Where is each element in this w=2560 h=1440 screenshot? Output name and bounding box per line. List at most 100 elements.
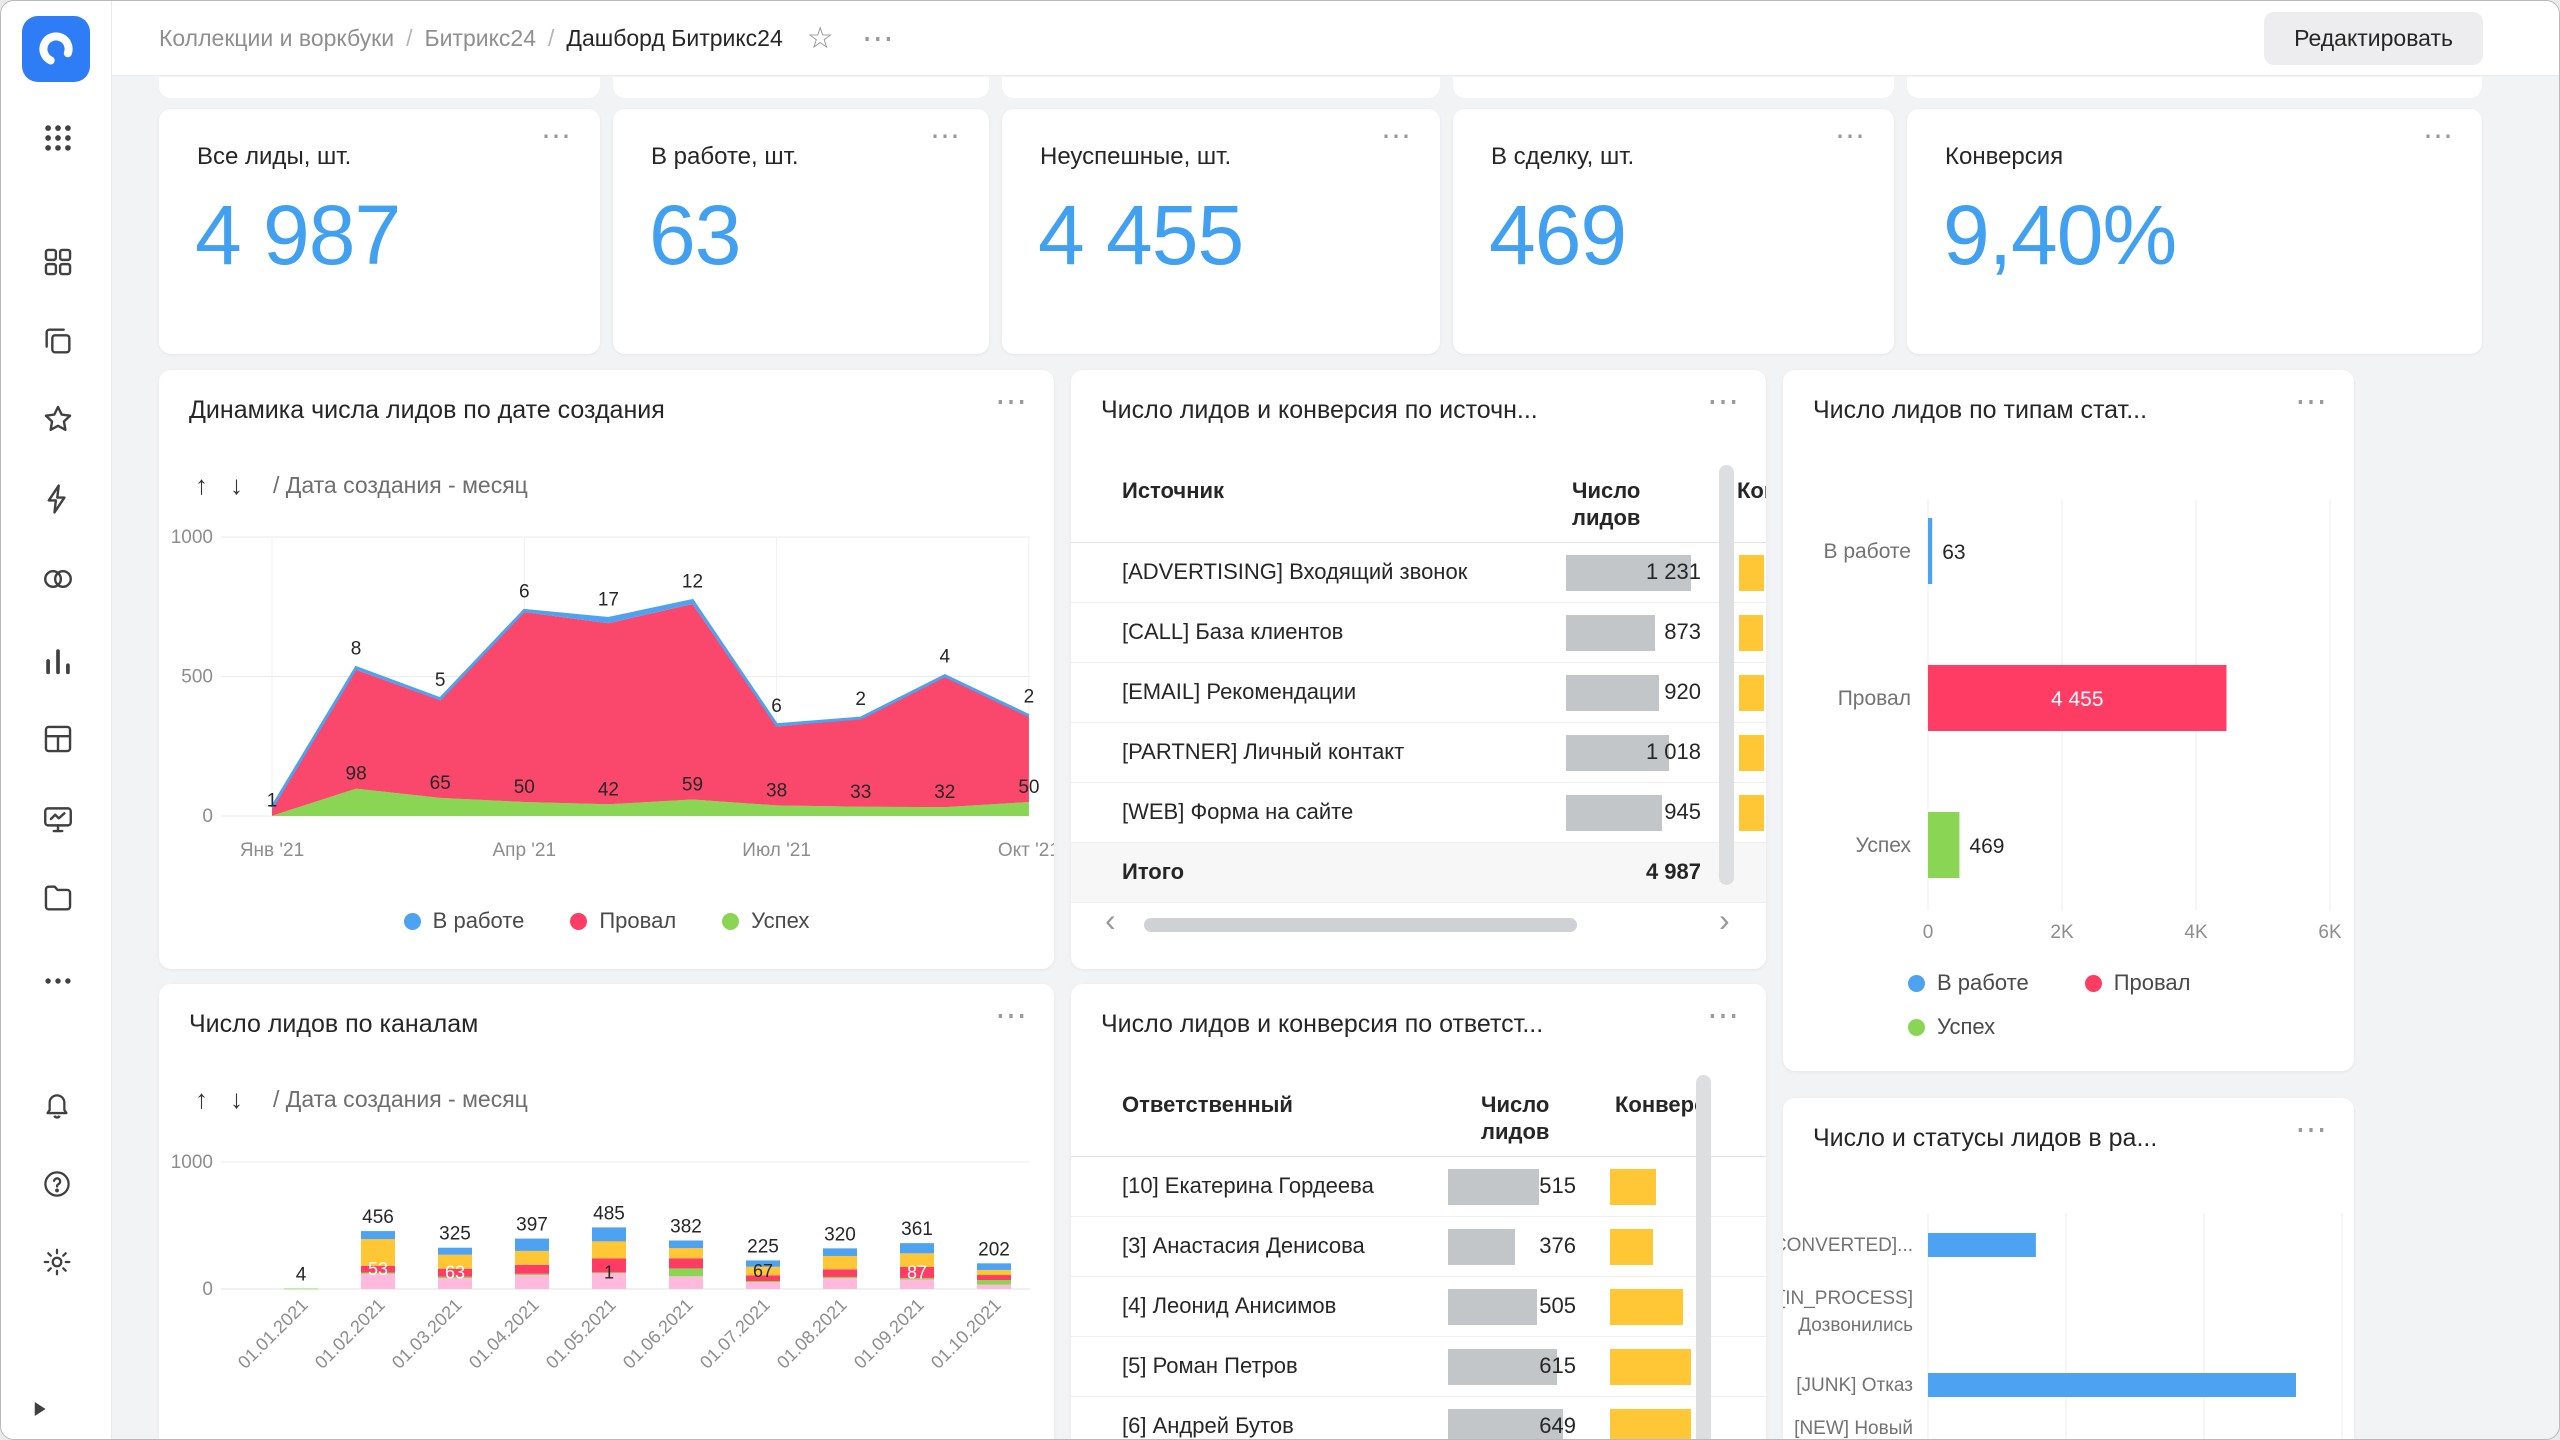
column-header[interactable]: Число лидов [1572,477,1692,531]
bar-segment [515,1251,549,1265]
edit-button[interactable]: Редактировать [2264,12,2483,65]
table-row[interactable]: [EMAIL] Рекомендации920 [1071,663,1766,723]
column-header[interactable]: Ответственный [1122,1091,1442,1118]
legend-item[interactable]: Успех [1908,1014,1995,1040]
kpi-value: 9,40% [1943,187,2176,284]
vertical-scrollbar[interactable] [1719,465,1734,885]
svg-text:01.05.2021: 01.05.2021 [542,1295,620,1373]
more-icon[interactable] [41,964,75,998]
bar-segment [515,1275,549,1289]
vertical-scrollbar[interactable] [1696,1075,1711,1440]
charts-icon[interactable] [41,644,75,678]
favorites-icon[interactable] [41,402,75,436]
status-types-bar-chart[interactable]: 02K4K6KВ работе63Провал4 455Успех469 [1783,370,2354,960]
table-row[interactable]: [4] Леонид Анисимов505 [1071,1277,1766,1337]
svg-text:01.08.2021: 01.08.2021 [773,1295,851,1373]
collections-icon[interactable] [41,245,75,279]
notifications-icon[interactable] [41,1088,75,1122]
svg-text:1000: 1000 [171,527,213,548]
bar-segment [823,1277,857,1278]
apps-grid-icon[interactable] [41,121,75,155]
workbooks-icon[interactable] [41,324,75,358]
svg-text:12: 12 [682,572,703,593]
svg-text:4 455: 4 455 [2051,688,2104,711]
responsible-table: Ответственный Число лидов Конверсия [10] Ек… [1071,1079,1766,1440]
bar-segment [669,1258,703,1268]
table-row[interactable]: [PARTNER] Личный контакт1 018 [1071,723,1766,783]
panel-menu-button[interactable]: ⋯ [1707,996,1742,1034]
chart-legend: В работе Провал Успех [159,908,1054,934]
kpi-value: 469 [1489,187,1626,284]
datalens-logo[interactable] [22,16,90,82]
table-row[interactable]: [5] Роман Петров615 [1071,1337,1766,1397]
table-row[interactable]: [WEB] Форма на сайте945 [1071,783,1766,843]
svg-text:8: 8 [351,639,362,660]
settings-icon[interactable] [41,1246,75,1280]
dashboards-icon[interactable] [41,722,75,756]
table-row[interactable]: [10] Екатерина Гордеева 515 [1071,1157,1766,1217]
panel-leads-channels: Число лидов по каналам ⋯ ↑ ↓ / Дата созд… [159,984,1054,1440]
column-header[interactable]: Конверсия [1615,1091,1703,1118]
row-label: [10] Екатерина Гордеева [1122,1173,1432,1199]
kpi-title: Конверсия [1945,143,2063,171]
favorite-star-icon[interactable]: ☆ [807,21,834,56]
previous-row-card-remnant [1453,77,1894,98]
panel-menu-button[interactable]: ⋯ [1707,382,1742,420]
legend-item[interactable]: Провал [2085,970,2191,996]
horizontal-scrollbar[interactable] [1144,918,1577,932]
header-menu-button[interactable]: ⋯ [862,19,897,57]
svg-text:[IN_PROCESS]: [IN_PROCESS] [1783,1288,1913,1309]
files-icon[interactable] [41,881,75,915]
conversion-bar [1739,795,1764,831]
legend-item[interactable]: В работе [404,908,525,934]
table-row[interactable]: [3] Анастасия Денисова376 [1071,1217,1766,1277]
kpi-menu-button[interactable]: ⋯ [1381,119,1414,154]
breadcrumb-workbook[interactable]: Битрикс24 [424,25,536,52]
legend-item[interactable]: Провал [570,908,676,934]
expand-sidebar-icon[interactable] [25,1396,59,1430]
table-row[interactable]: Итого4 987 [1071,843,1766,903]
bar-segment [592,1227,626,1241]
table-row[interactable]: [ADVERTISING] Входящий звонок1 231 [1071,543,1766,603]
row-label: [WEB] Форма на сайте [1122,799,1552,825]
svg-text:[NEW] Новый: [NEW] Новый [1794,1418,1913,1439]
leads-value: 615 [1448,1353,1576,1379]
kpi-menu-button[interactable]: ⋯ [930,119,963,154]
conversion-bar [1739,735,1764,771]
svg-text:485: 485 [593,1203,625,1224]
help-icon[interactable] [41,1168,75,1202]
leads-value: 515 [1448,1173,1576,1199]
kpi-menu-button[interactable]: ⋯ [1835,119,1868,154]
conversion-bar [1610,1409,1691,1440]
kpi-menu-button[interactable]: ⋯ [541,119,574,154]
status-progress-bar-chart[interactable]: [CONVERTED]...[IN_PROCESS]Дозвонились[JU… [1783,1098,2354,1440]
column-header[interactable]: Конверсия [1737,477,1766,504]
legend-item[interactable]: Успех [722,908,809,934]
panel-sources-table: Число лидов и конверсия по источн... ⋯ И… [1071,370,1766,969]
connections-icon[interactable] [41,482,75,516]
breadcrumb-collections[interactable]: Коллекции и воркбуки [159,25,394,52]
table-row[interactable]: [CALL] База клиентов873 [1071,603,1766,663]
leads-value: 4 987 [1566,859,1701,885]
kpi-menu-button[interactable]: ⋯ [2423,119,2456,154]
kpi-value: 4 455 [1038,187,1243,284]
leads-value: 505 [1448,1293,1576,1319]
channels-stacked-bar-chart[interactable]: 10000401.01.202145601.02.202132501.03.20… [159,984,1054,1440]
svg-text:01.01.2021: 01.01.2021 [234,1295,312,1373]
editor-icon[interactable] [41,802,75,836]
svg-text:225: 225 [747,1236,779,1257]
dynamics-area-chart[interactable]: 05001000Янв '21Апр '21Июл '21Окт '218561… [159,370,1054,900]
scroll-left-icon[interactable]: ‹ [1105,904,1116,936]
column-header[interactable]: Число лидов [1481,1091,1591,1145]
kpi-card-conversion: Конверсия ⋯ 9,40% [1907,109,2482,354]
row-label: [EMAIL] Рекомендации [1122,679,1552,705]
table-row[interactable]: [6] Андрей Бутов649 [1071,1397,1766,1440]
svg-text:[JUNK] Отказ: [JUNK] Отказ [1796,1375,1913,1396]
kpi-title: В сделку, шт. [1491,143,1634,171]
row-label: [PARTNER] Личный контакт [1122,739,1552,765]
column-header[interactable]: Источник [1122,477,1442,504]
scroll-right-icon[interactable]: › [1719,904,1730,936]
datasets-icon[interactable] [41,562,75,596]
bar-segment [823,1248,857,1256]
legend-item[interactable]: В работе [1908,970,2029,996]
